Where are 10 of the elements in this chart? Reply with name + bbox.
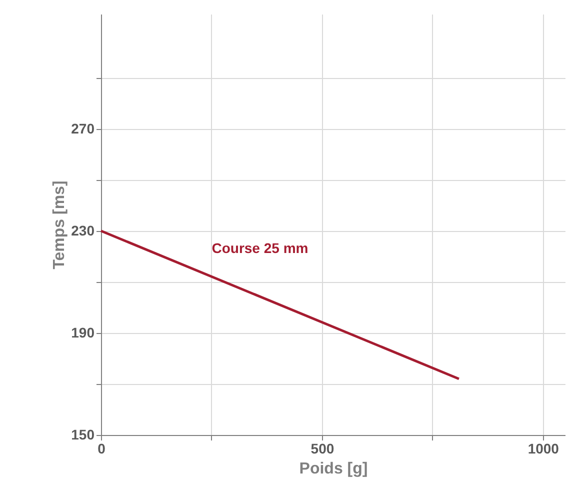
- y-tick-label: 270: [71, 120, 95, 136]
- x-tick-label: 500: [310, 440, 334, 456]
- x-axis-title: Poids [g]: [299, 460, 368, 478]
- y-tick-label: 150: [71, 426, 95, 442]
- series-label: Course 25 mm: [212, 240, 308, 256]
- x-tick-label: 1000: [528, 440, 560, 456]
- y-tick-label: 230: [71, 222, 95, 238]
- x-tick-label: 0: [98, 440, 106, 456]
- y-axis-title: Temps [ms]: [51, 180, 68, 270]
- y-tick-label: 190: [71, 324, 95, 340]
